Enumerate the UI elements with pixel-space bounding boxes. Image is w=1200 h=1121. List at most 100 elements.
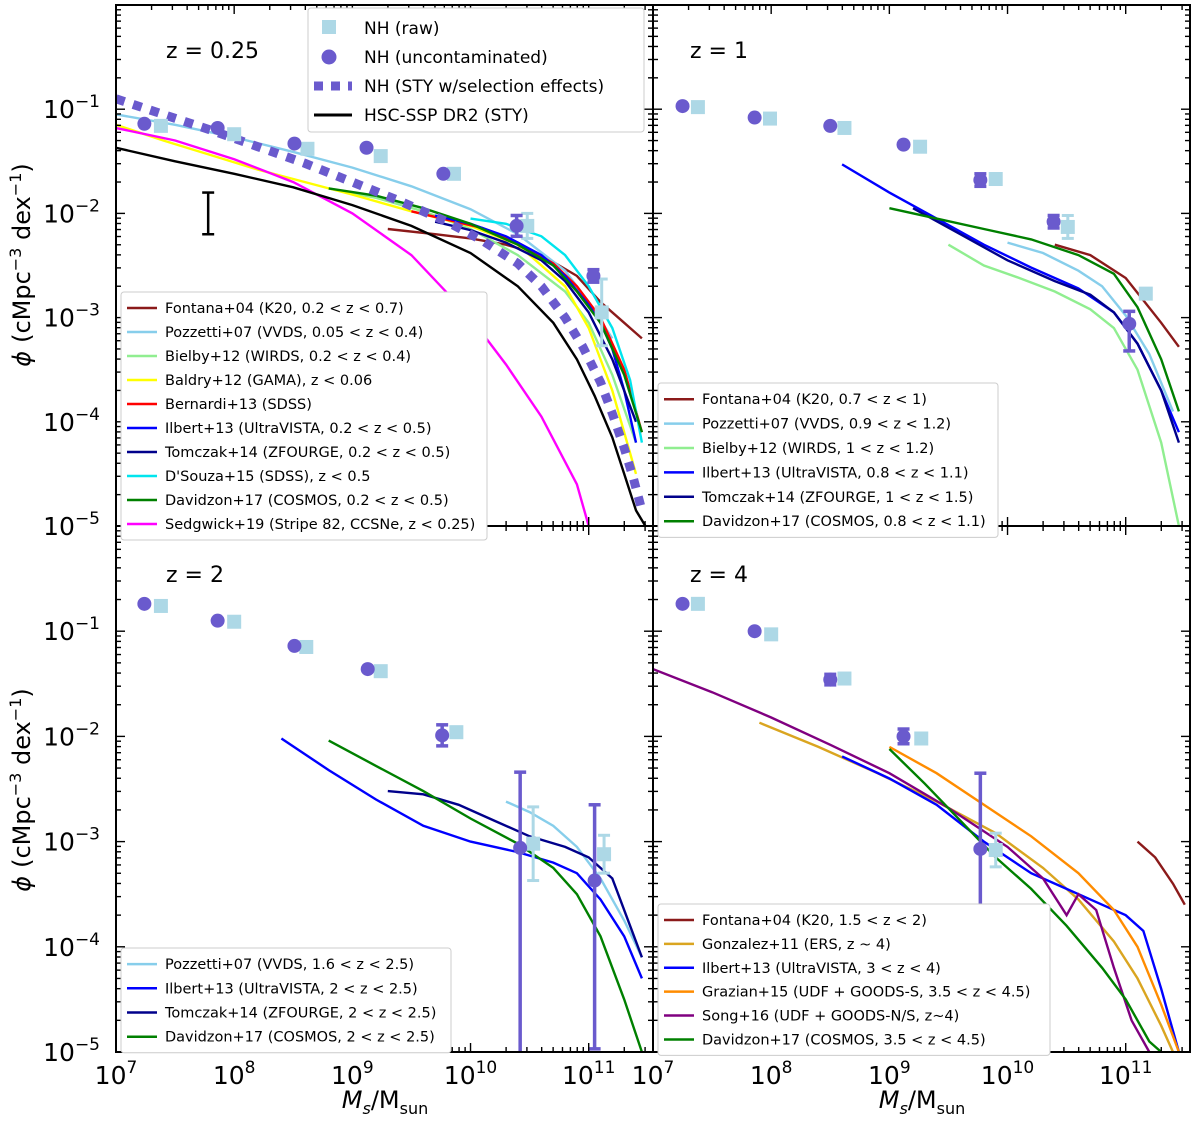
legend-uncont-label: NH (uncontaminated) <box>364 48 548 68</box>
nh-raw-point <box>373 149 388 164</box>
legend-label: Pozzetti+07 (VVDS, 0.9 < z < 1.2) <box>702 417 951 433</box>
nh-raw-point <box>988 843 1003 858</box>
nh-raw-point <box>153 598 168 613</box>
y-tick-label: 10−3 <box>43 825 100 857</box>
legend-label: Davidzon+17 (COSMOS, 3.5 < z < 4.5) <box>702 1032 986 1048</box>
y-title-mid: dex <box>8 196 36 247</box>
y-title-close: ) <box>8 163 36 172</box>
nh-raw-point <box>520 218 535 233</box>
x-tick-label: 1011 <box>562 1058 615 1090</box>
x-tick-label: 1010 <box>981 1058 1034 1090</box>
legend-label: Bernardi+13 (SDSS) <box>165 397 312 413</box>
y-title-exp2: −1 <box>6 173 25 197</box>
nh-raw-point <box>446 166 461 181</box>
nh-uncont-point <box>747 624 762 639</box>
legend-sty-label: NH (STY w/selection effects) <box>364 77 604 97</box>
x-tick-label: 1010 <box>444 1058 497 1090</box>
x-axis-title-right: Ms/Msun <box>879 1086 965 1118</box>
legend-literature-z4: Fontana+04 (K20, 1.5 < z < 2) Gonzalez+11… <box>657 903 1051 1056</box>
nh-raw-point <box>227 127 242 142</box>
legend-literature-z025: Fontana+04 (K20, 0.2 < z < 0.7) Pozzetti+… <box>120 291 488 541</box>
legend-label: Tomczak+14 (ZFOURGE, 0.2 < z < 0.5) <box>164 445 450 461</box>
y-title-phi-2: ϕ <box>8 876 36 892</box>
legend-label: Ilbert+13 (UltraVISTA, 3 < z < 4) <box>702 961 941 977</box>
nh-uncont-point <box>436 166 451 181</box>
nh-uncont-point <box>360 662 375 677</box>
x-title-s: s <box>362 1099 370 1118</box>
panel-title-z2: z = 2 <box>166 563 224 588</box>
x-tick-label: 107 <box>95 1058 138 1090</box>
svg-text:ϕ(cMpc−3 dex−1): ϕ (cMpc−3 dex−1) <box>6 688 36 892</box>
legend-literature-z2: Pozzetti+07 (VVDS, 1.6 < z < 2.5) Ilbert+… <box>120 947 452 1054</box>
nh-uncont-point <box>586 268 601 283</box>
nh-uncont-point <box>973 841 988 856</box>
series-line-1 <box>1007 241 1175 412</box>
x-title-m-2: M <box>879 1086 900 1114</box>
series-line-0 <box>1054 243 1180 348</box>
y-title-exp1: −3 <box>6 248 25 272</box>
nh-uncont-point <box>509 218 524 233</box>
nh-uncont-point <box>973 173 988 188</box>
nh-raw-point <box>914 731 929 746</box>
y-title-exp2-2: −1 <box>6 698 25 722</box>
nh-raw-point <box>526 836 541 851</box>
nh-raw-point <box>764 627 779 642</box>
x-tick-label: 109 <box>868 1058 911 1090</box>
nh-raw-point <box>988 172 1003 187</box>
nh-raw-point <box>690 596 705 611</box>
legend-label: Gonzalez+11 (ERS, z ~ 4) <box>702 937 891 953</box>
legend-label: Fontana+04 (K20, 1.5 < z < 2) <box>702 913 927 929</box>
panel-title-z4: z = 4 <box>690 563 748 588</box>
legend-label: Davidzon+17 (COSMOS, 0.8 < z < 1.1) <box>702 514 986 530</box>
y-title-close-2: ) <box>8 688 36 697</box>
nh-raw-point <box>594 305 609 320</box>
legend-label: Pozzetti+07 (VVDS, 1.6 < z < 2.5) <box>165 957 414 973</box>
legend-label: Baldry+12 (GAMA), z < 0.06 <box>165 373 372 389</box>
series-line-5 <box>889 207 1181 412</box>
nh-uncont-point <box>210 613 225 628</box>
series-line-1 <box>280 737 644 979</box>
legend-box <box>657 903 1051 1056</box>
panel-plot-area <box>653 596 1186 1052</box>
nh-uncont-point <box>435 728 450 743</box>
svg-text:ϕ(cMpc−3 dex−1): ϕ (cMpc−3 dex−1) <box>6 163 36 367</box>
series-line-6 <box>434 220 638 423</box>
legend-box <box>120 291 488 541</box>
nh-raw-point <box>300 141 315 156</box>
nh-uncont-point <box>1046 214 1061 229</box>
nh-raw-point <box>837 120 852 135</box>
panel-z4 <box>653 596 1186 1052</box>
legend-label: D'Souza+15 (SDSS), z < 0.5 <box>165 469 370 485</box>
x-title-rest-2: /M <box>908 1086 937 1114</box>
x-tick-label: 108 <box>213 1058 256 1090</box>
legend-hsc-label: HSC-SSP DR2 (STY) <box>364 106 529 126</box>
y-tick-labels: 10−1 10−2 10−3 10−4 10−5 10−1 10−2 10−3 10−4 10−5 <box>43 92 100 1067</box>
y-title-phi: ϕ <box>8 351 36 367</box>
y-tick-label: 10−2 <box>43 719 100 751</box>
nh-raw-point <box>449 725 464 740</box>
series-line-3 <box>328 739 644 1052</box>
nh-uncont-point <box>1122 316 1137 331</box>
legend-literature-z1: Fontana+04 (K20, 0.7 < z < 1) Pozzetti+07… <box>657 382 999 538</box>
nh-raw-point <box>1138 286 1153 301</box>
legend-label: Ilbert+13 (UltraVISTA, 2 < z < 2.5) <box>165 981 418 997</box>
panel-title-z1: z = 1 <box>690 39 748 64</box>
nh-raw-point <box>373 664 388 679</box>
legend-label: Bielby+12 (WIRDS, 1 < z < 1.2) <box>702 441 934 457</box>
x-tick-label: 107 <box>632 1058 675 1090</box>
hsc-line <box>116 146 647 526</box>
panel-plot-area <box>116 94 647 526</box>
nh-uncont-point <box>359 140 374 155</box>
x-axis-title-left: Ms/Msun <box>342 1086 428 1118</box>
nh-raw-point <box>597 847 612 862</box>
legend-label: Ilbert+13 (UltraVISTA, 0.2 < z < 0.5) <box>165 421 432 437</box>
nh-sty-line <box>116 94 647 512</box>
nh-uncont-point <box>896 137 911 152</box>
y-title-open: (cMpc <box>8 271 36 343</box>
y-axis-title-bottom: ϕ (cMpc−3 dex−1) <box>6 688 36 892</box>
svg-text:Ms/Msun: Ms/Msun <box>342 1086 428 1118</box>
nh-uncont-point <box>210 120 225 135</box>
panel-z1 <box>675 99 1181 526</box>
nh-uncont-point <box>287 136 302 151</box>
